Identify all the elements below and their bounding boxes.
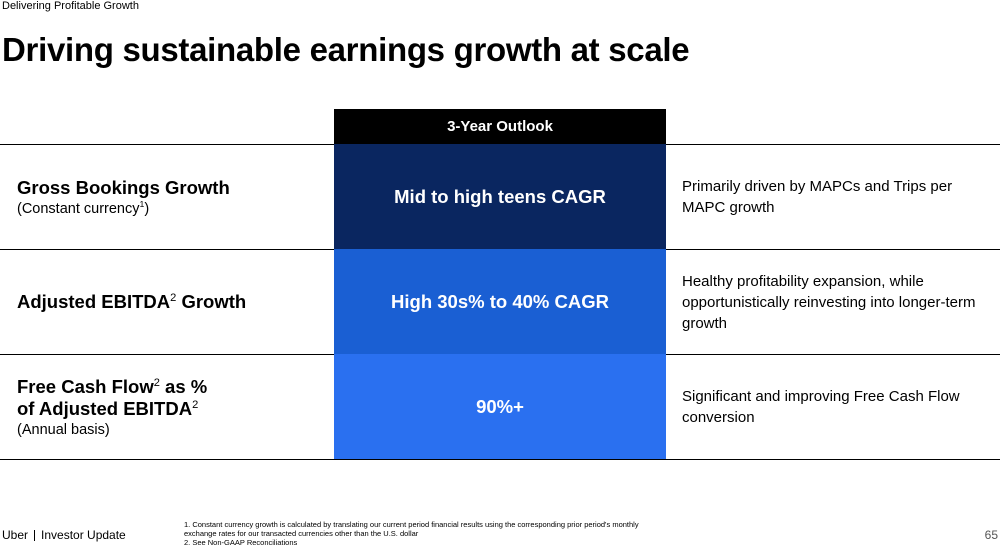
outlook-value-cell: 90%+ [334, 354, 666, 459]
table-row-adjusted-ebitda: Adjusted EBITDA2 Growth High 30s% to 40%… [0, 249, 1000, 354]
description-cell: Significant and improving Free Cash Flow… [682, 388, 960, 426]
outlook-value-cell: High 30s% to 40% CAGR [334, 249, 666, 354]
metric-label: Free Cash Flow2 as % [17, 375, 208, 397]
footnote-ref: 2 [170, 291, 177, 304]
table-row-gross-bookings: Gross Bookings Growth (Constant currency… [0, 144, 1000, 249]
metric-label: Gross Bookings Growth [17, 176, 230, 198]
metric-cell: Adjusted EBITDA2 Growth [17, 250, 327, 354]
metric-label-line2: of Adjusted EBITDA2 [17, 397, 199, 419]
outlook-value-cell: Mid to high teens CAGR [334, 144, 666, 249]
description-cell: Primarily driven by MAPCs and Trips per … [682, 178, 953, 216]
footnote-ref: 2 [192, 398, 199, 411]
footnote-ref: 1 [139, 198, 145, 209]
outlook-table: Gross Bookings Growth (Constant currency… [0, 144, 1000, 460]
footer-brand: Uber Investor Update [2, 528, 126, 542]
brand-logo-text: Uber [2, 528, 29, 542]
footnote-2: 2. See Non-GAAP Reconciliations [184, 538, 298, 547]
metric-cell: Gross Bookings Growth (Constant currency… [17, 145, 327, 249]
brand-suffix: Investor Update [41, 528, 126, 542]
footnote-1: 1. Constant currency growth is calculate… [184, 520, 639, 538]
table-row-free-cash-flow: Free Cash Flow2 as % of Adjusted EBITDA2… [0, 354, 1000, 460]
page-title: Driving sustainable earnings growth at s… [2, 31, 690, 68]
section-label: Delivering Profitable Growth [2, 0, 139, 12]
footer-divider [34, 529, 36, 541]
metric-label: Adjusted EBITDA2 Growth [17, 291, 247, 312]
metric-cell: Free Cash Flow2 as % of Adjusted EBITDA2… [17, 355, 327, 459]
footnote-ref: 2 [153, 376, 160, 389]
footnotes: 1. Constant currency growth is calculate… [184, 520, 664, 547]
page-number: 65 [984, 528, 998, 542]
description-cell: Healthy profitability expansion, while o… [682, 272, 976, 332]
outlook-column-header: 3-Year Outlook [334, 109, 666, 144]
metric-sublabel: (Constant currency1) [17, 198, 150, 217]
metric-sublabel: (Annual basis) [17, 421, 110, 438]
